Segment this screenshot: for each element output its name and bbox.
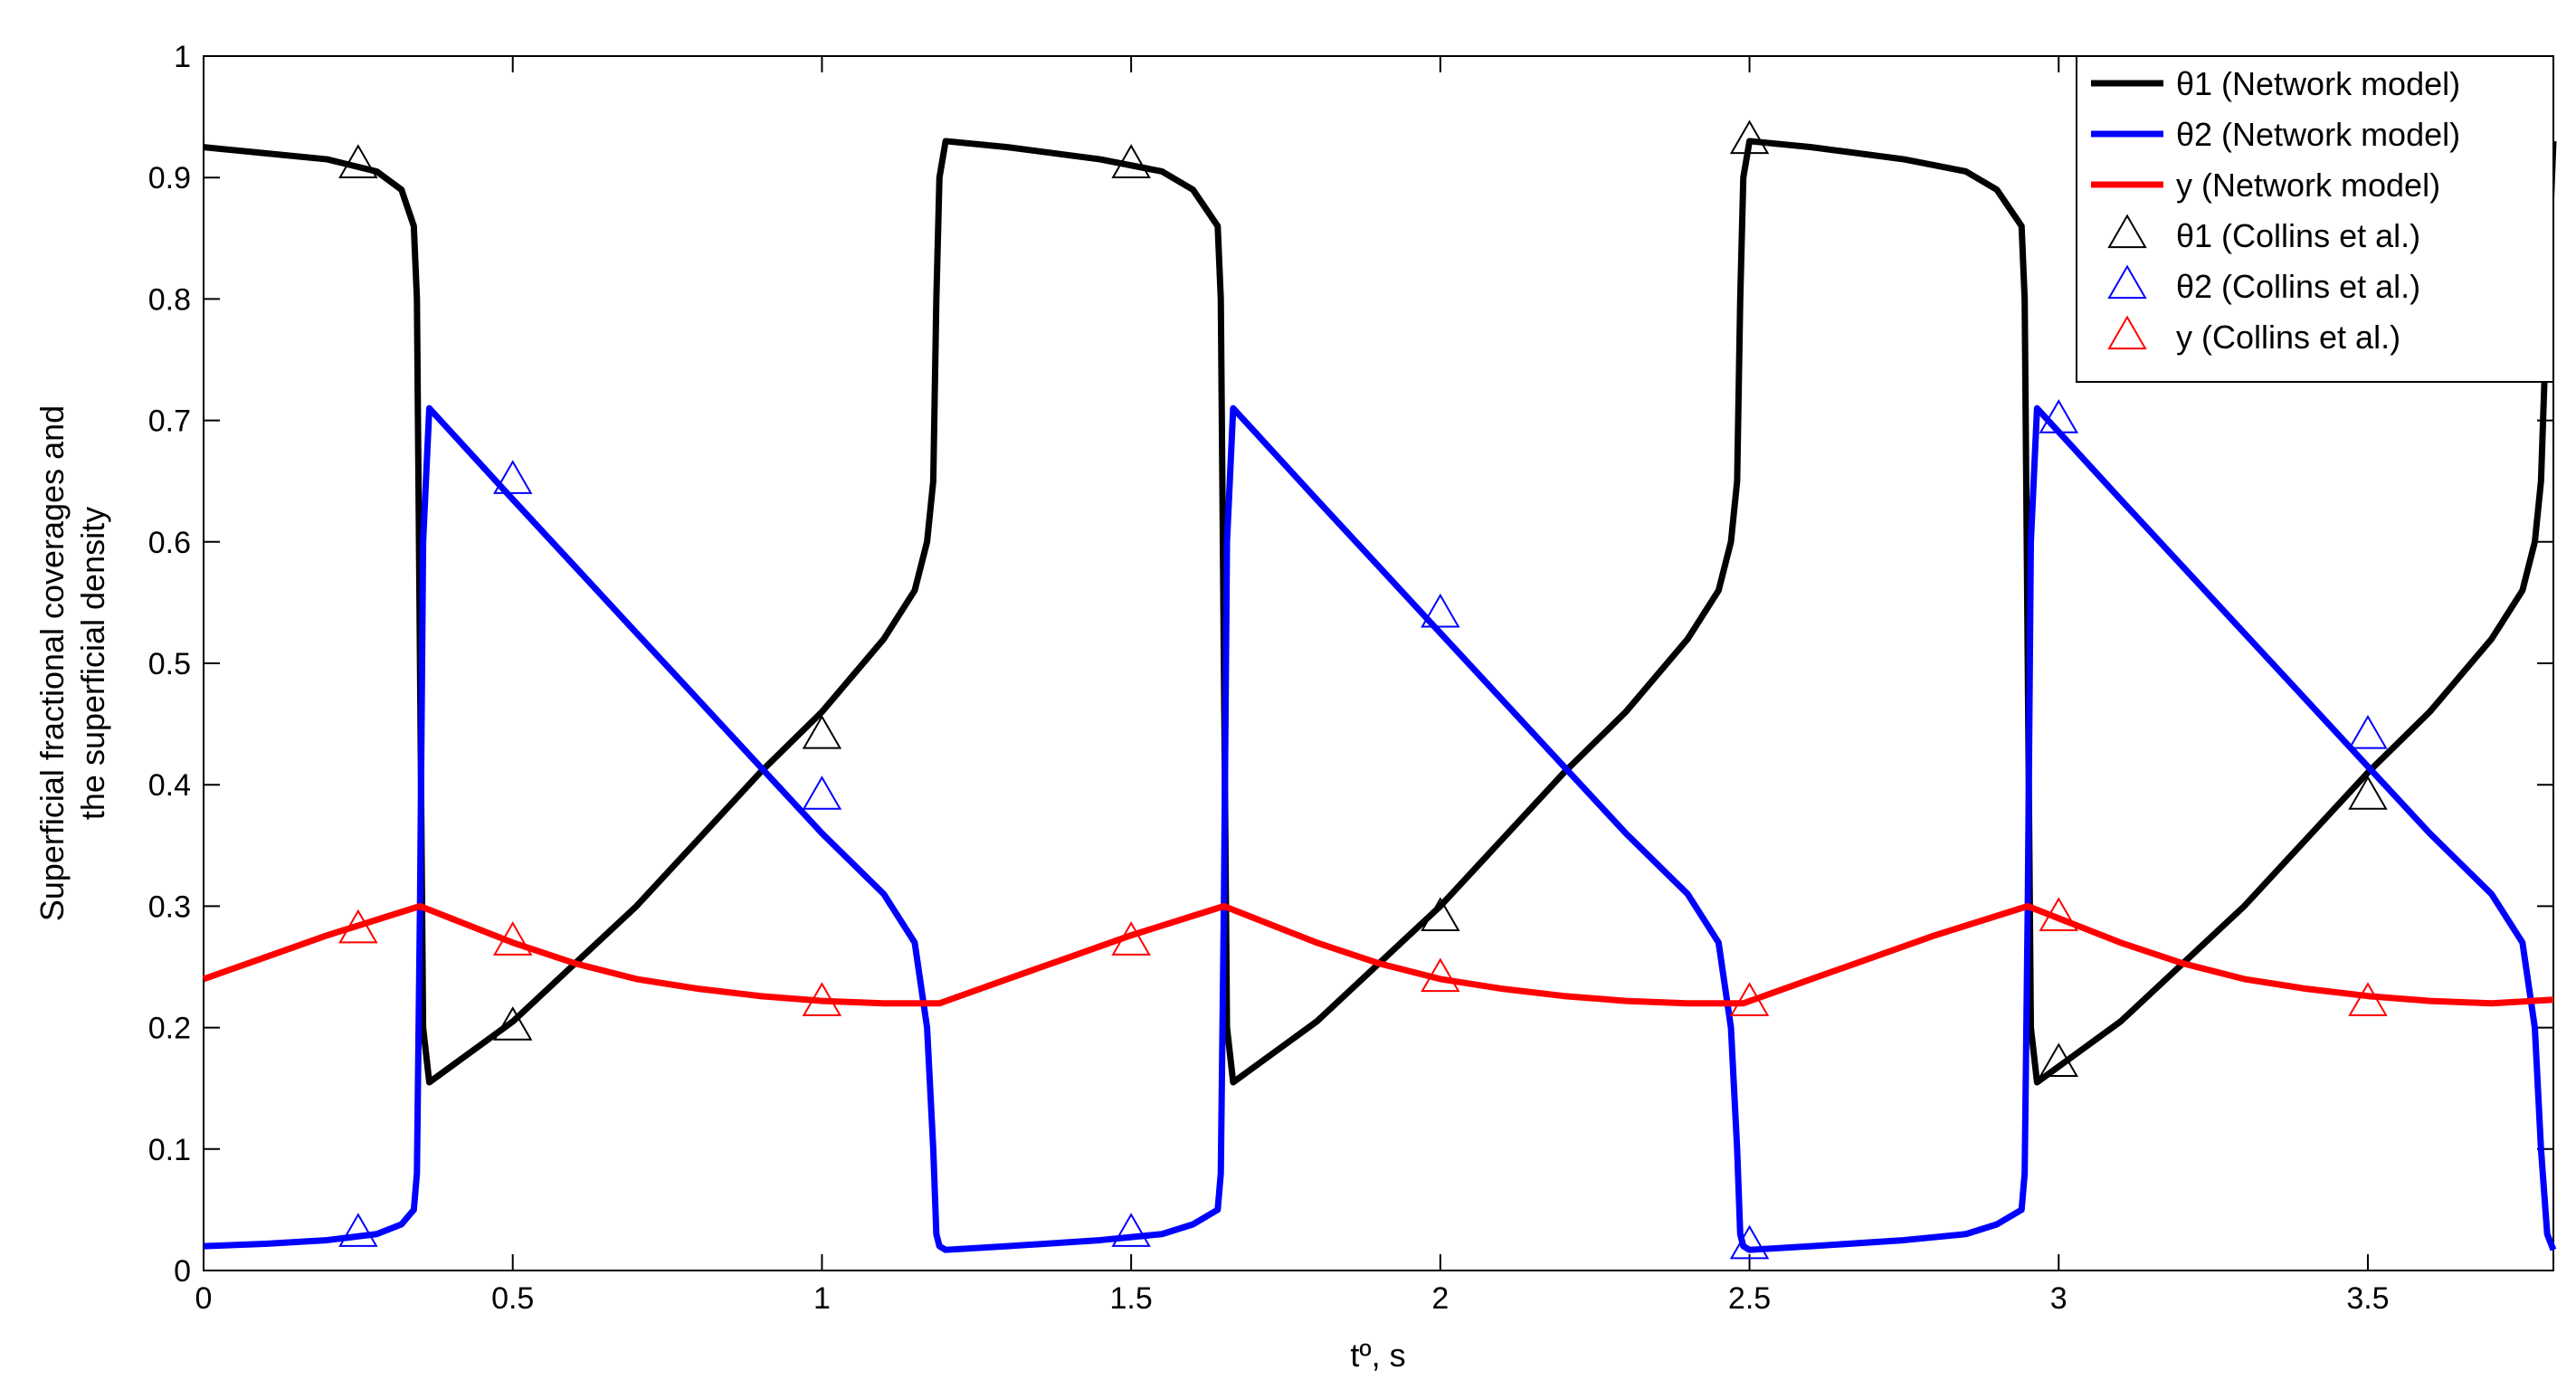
series-marker <box>1111 921 1151 956</box>
y-tick-label: 0.1 <box>148 1133 191 1167</box>
legend-label: θ2 (Collins et al.) <box>2176 268 2420 305</box>
legend-box <box>2076 55 2554 383</box>
series-marker <box>2348 776 2388 810</box>
series-marker <box>338 144 378 178</box>
y-tick-label: 0.3 <box>148 890 191 924</box>
x-tick-label: 2 <box>1431 1281 1449 1316</box>
series-layer <box>202 119 2557 1260</box>
series-marker <box>2348 715 2388 749</box>
y-axis-label-line-1: Superficial fractional coverages and <box>33 405 71 921</box>
series-line-2 <box>202 902 2554 1007</box>
series-marker <box>802 776 842 810</box>
series-marker <box>492 921 533 956</box>
series-marker <box>2039 897 2078 931</box>
y-tick-label: 0.5 <box>148 647 191 681</box>
x-tick-label: 3 <box>2050 1281 2067 1316</box>
series-marker <box>1421 957 1460 993</box>
y-tick-label: 0.2 <box>148 1012 191 1046</box>
legend-marker-swatch <box>2107 264 2147 300</box>
legend-label: y (Network model) <box>2176 167 2440 204</box>
x-tick-label: 3.5 <box>2346 1281 2389 1316</box>
series-marker <box>1111 1213 1151 1247</box>
y-tick-label: 0.9 <box>148 161 191 195</box>
y-axis-label-line-2: the superficial density <box>74 507 111 820</box>
series-marker <box>2348 982 2388 1016</box>
y-tick-label: 1 <box>174 40 191 74</box>
series-marker <box>492 1006 533 1041</box>
y-tick-label: 0.8 <box>148 282 191 317</box>
y-axis-label: Superficial fractional coverages and <box>33 405 71 921</box>
series-marker <box>2039 1042 2078 1078</box>
y-axis-label: the superficial density <box>74 507 111 820</box>
series-marker <box>1729 982 1770 1016</box>
series-marker <box>1421 593 1460 628</box>
series-marker <box>1421 897 1460 931</box>
legend-marker-swatch <box>2107 315 2147 350</box>
x-tick-label: 1.5 <box>1109 1281 1152 1316</box>
legend-label: y (Collins et al.) <box>2176 319 2400 356</box>
series-marker <box>802 982 842 1016</box>
y-tick-label: 0.6 <box>148 526 191 560</box>
series-marker <box>2039 399 2078 433</box>
series-marker <box>492 460 533 494</box>
series-marker <box>1729 119 1770 155</box>
series-marker <box>338 1213 378 1247</box>
legend-label: θ2 (Network model) <box>2176 116 2460 153</box>
x-tick-label: 2.5 <box>1728 1281 1771 1316</box>
x-tick-label: 1 <box>813 1281 831 1316</box>
series-marker <box>1111 144 1151 178</box>
x-axis-label: tº, s <box>1350 1337 1405 1374</box>
y-tick-label: 0.7 <box>148 404 191 439</box>
y-tick-label: 0 <box>174 1254 191 1289</box>
x-tick-label: 0.5 <box>491 1281 534 1316</box>
legend: θ1 (Network model) θ2 (Network model) y (N… <box>2076 55 2554 383</box>
series-marker <box>802 715 842 749</box>
series-marker <box>338 909 378 944</box>
y-tick-label: 0.4 <box>148 768 191 803</box>
legend-label: θ1 (Network model) <box>2176 65 2460 102</box>
legend-marker-swatch <box>2107 214 2147 249</box>
x-axis: 0 0.5 1 1.5 2 2.5 3 3.5 <box>195 56 2390 1316</box>
legend-label: θ1 (Collins et al.) <box>2176 217 2420 254</box>
y-axis: 0 0.1 0.2 0.3 0.4 0.5 0.6 0.7 0.8 0.9 1 <box>148 40 2553 1289</box>
x-tick-label: 0 <box>195 1281 213 1316</box>
series-marker <box>1729 1224 1770 1260</box>
